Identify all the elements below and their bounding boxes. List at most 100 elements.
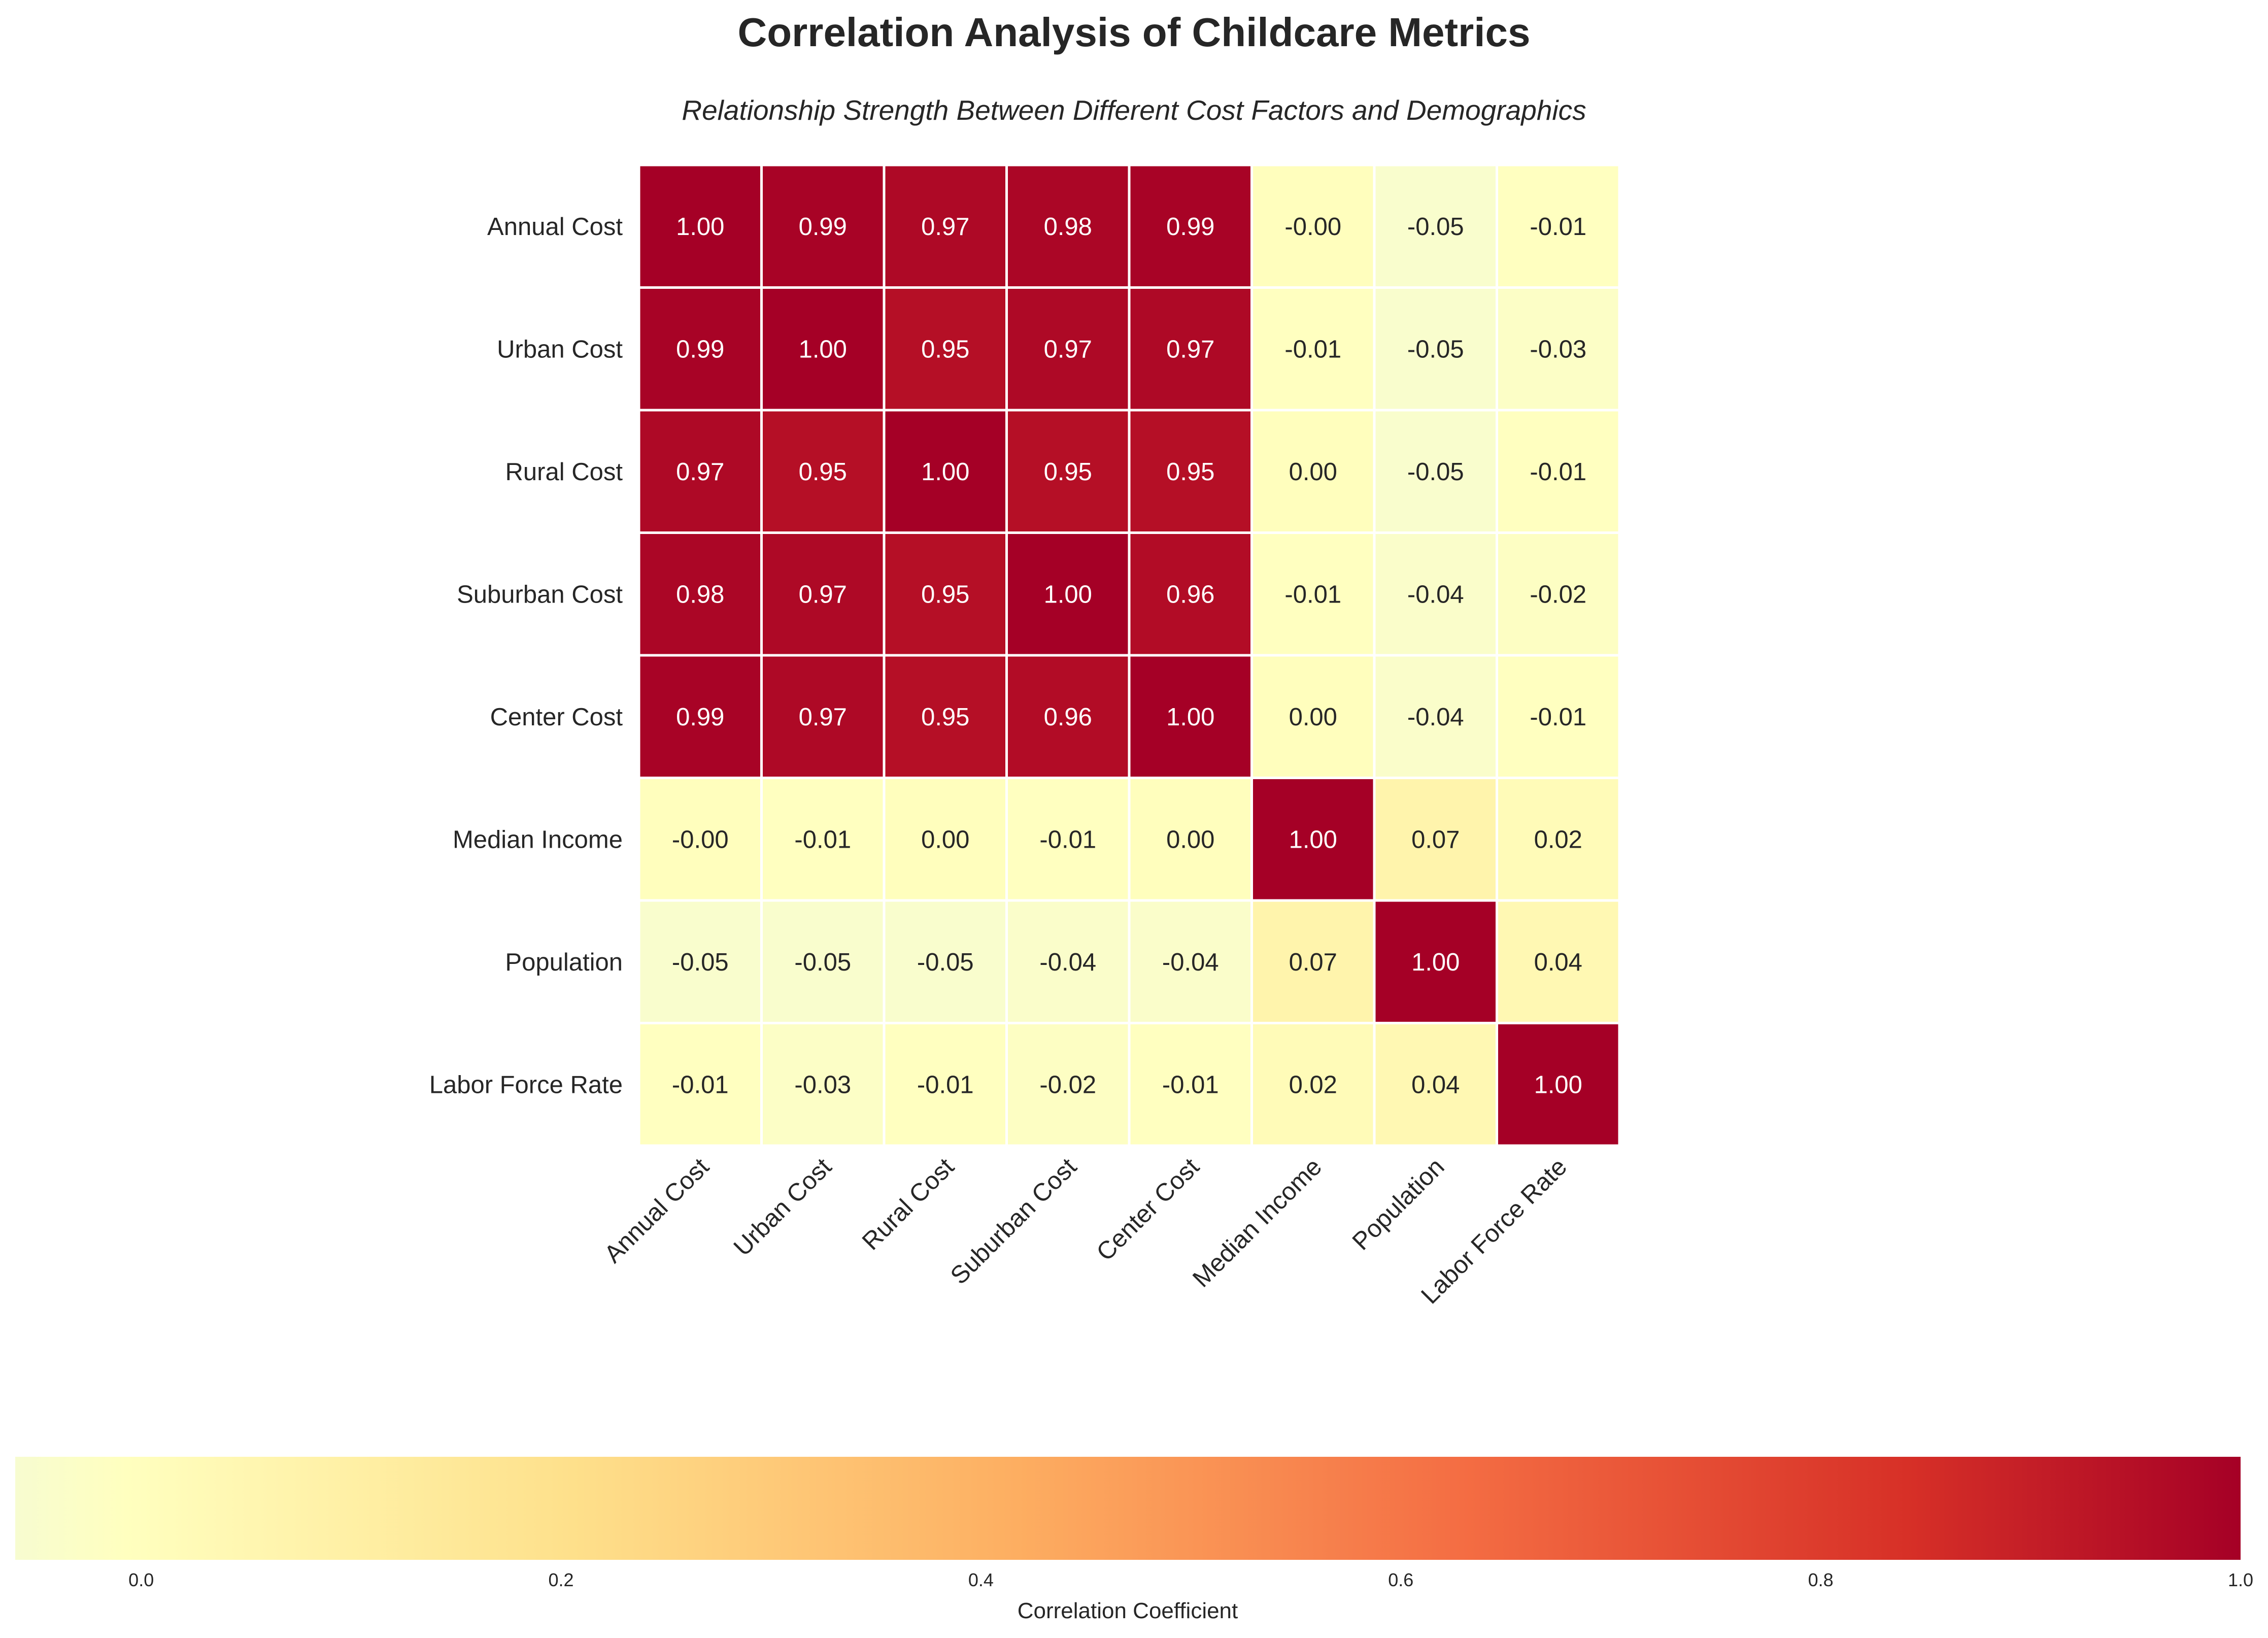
heatmap-cell xyxy=(637,654,763,779)
cell-value-label: 0.02 xyxy=(1289,1071,1337,1098)
column-tick-label: Rural Cost xyxy=(857,1153,960,1255)
colorbar-gradient xyxy=(15,1457,2241,1560)
heatmap-cell xyxy=(1128,409,1253,534)
column-labels: Annual Cost Urban Cost Rural CostSuburban … xyxy=(599,1153,1572,1309)
cell-value-label: -0.01 xyxy=(794,826,851,853)
colorbar-tick-label: 1.0 xyxy=(2228,1569,2253,1590)
cell-value-label: -0.05 xyxy=(672,949,729,976)
cell-value-label: 0.96 xyxy=(1044,704,1092,731)
heatmap-cell xyxy=(760,286,886,412)
cell-value-label: 0.95 xyxy=(921,581,969,608)
heatmap-cell xyxy=(1128,1022,1253,1147)
cell-value-label: 1.00 xyxy=(1411,949,1460,976)
heatmap-cell xyxy=(1005,531,1131,657)
cell-value-label: -0.04 xyxy=(1407,704,1464,731)
cell-value-label: 0.02 xyxy=(1534,826,1582,853)
row-labels: Annual Cost Urban Cost Rural Cost Suburban … xyxy=(429,213,623,1099)
row-tick-label: Population xyxy=(505,949,623,976)
cell-value-label: -0.01 xyxy=(1284,581,1341,608)
row-tick-label: Annual Cost xyxy=(487,213,623,241)
column-tick-label: Median Income xyxy=(1188,1153,1327,1293)
heatmap-cell xyxy=(883,777,1008,902)
cell-value-label: 0.00 xyxy=(921,826,969,853)
heatmap-cell xyxy=(883,531,1008,657)
cell-value-label: 0.99 xyxy=(676,704,724,731)
heatmap-cell xyxy=(1373,777,1498,902)
column-tick-label: Population xyxy=(1347,1153,1450,1256)
cell-value-label: -0.01 xyxy=(672,1071,729,1098)
cell-value-label: 0.99 xyxy=(799,213,847,241)
cell-value-label: 0.97 xyxy=(1166,336,1214,363)
heatmap-cell xyxy=(637,1022,763,1147)
heatmap-cell xyxy=(1128,654,1253,779)
heatmap-cell xyxy=(637,899,763,1024)
column-tick-label: Center Cost xyxy=(1091,1153,1204,1266)
column-tick-label: Urban Cost xyxy=(729,1153,837,1261)
heatmap-cell xyxy=(1250,163,1376,289)
cell-value-label: 0.99 xyxy=(1166,213,1214,241)
heatmap-cell xyxy=(1128,163,1253,289)
heatmap-cell xyxy=(1128,286,1253,412)
cell-value-label: 0.04 xyxy=(1411,1071,1460,1098)
row-tick-label: Median Income xyxy=(453,826,623,853)
heatmap-cell xyxy=(1496,531,1621,657)
cell-value-label: 1.00 xyxy=(921,458,969,486)
heatmap-cell xyxy=(883,286,1008,412)
cell-value-label: -0.00 xyxy=(672,826,729,853)
heatmap-cell xyxy=(1373,899,1498,1024)
cell-value-label: -0.03 xyxy=(794,1071,851,1098)
cell-value-label: -0.02 xyxy=(1530,581,1586,608)
cell-value-label: 1.00 xyxy=(1534,1071,1582,1098)
cell-value-label: 1.00 xyxy=(1044,581,1092,608)
cell-value-label: -0.00 xyxy=(1284,213,1341,241)
heatmap-cell xyxy=(883,654,1008,779)
cell-value-label: -0.01 xyxy=(1530,458,1586,486)
colorbar-tick-label: 0.4 xyxy=(968,1569,994,1590)
heatmap-cell xyxy=(1373,1022,1498,1147)
cell-value-label: 0.97 xyxy=(799,704,847,731)
heatmap-cell xyxy=(1496,777,1621,902)
cell-value-label: 0.95 xyxy=(1166,458,1214,486)
cell-value-label: -0.02 xyxy=(1039,1071,1096,1098)
heatmap-cell xyxy=(760,777,886,902)
heatmap-cell xyxy=(1005,286,1131,412)
heatmap-cell xyxy=(1005,899,1131,1024)
cell-value-label: -0.05 xyxy=(917,949,974,976)
chart-subtitle: Relationship Strength Between Different … xyxy=(682,94,1586,126)
row-tick-label: Suburban Cost xyxy=(457,581,623,608)
heatmap-cell xyxy=(1250,654,1376,779)
heatmap-cell xyxy=(1496,286,1621,412)
cell-value-label: 1.00 xyxy=(1289,826,1337,853)
colorbar: 0.0 0.2 0.4 0.6 0.8 1.0 xyxy=(15,1457,2253,1590)
cell-value-label: 0.96 xyxy=(1166,581,1214,608)
colorbar-tick-label: 0.0 xyxy=(128,1569,154,1590)
heatmap-cell xyxy=(1496,1022,1621,1147)
heatmap-cell xyxy=(637,777,763,902)
heatmap-cell xyxy=(760,409,886,534)
row-tick-label: Labor Force Rate xyxy=(429,1071,623,1098)
cell-value-label: 1.00 xyxy=(676,213,724,241)
heatmap-cell xyxy=(1128,777,1253,902)
cell-value-label: -0.01 xyxy=(1039,826,1096,853)
column-tick-label: Suburban Cost xyxy=(945,1153,1082,1290)
cell-value-label: 0.98 xyxy=(1044,213,1092,241)
row-tick-label: Rural Cost xyxy=(505,458,623,486)
cell-value-label: -0.03 xyxy=(1530,336,1586,363)
heatmap-cell xyxy=(883,899,1008,1024)
cell-value-label: 0.97 xyxy=(1044,336,1092,363)
cell-value-label: 0.95 xyxy=(799,458,847,486)
cell-value-label: -0.01 xyxy=(1162,1071,1219,1098)
heatmap-cells: 1.00 0.99 0.97 0.98 0.99 -0.00 -0.05 -0.01 0.99 1… xyxy=(637,163,1621,1147)
cell-value-label: -0.04 xyxy=(1407,581,1464,608)
heatmap-cell xyxy=(1250,1022,1376,1147)
cell-value-label: 0.07 xyxy=(1411,826,1460,853)
row-tick-label: Center Cost xyxy=(490,704,623,731)
cell-value-label: 0.00 xyxy=(1166,826,1214,853)
cell-value-label: 0.95 xyxy=(921,336,969,363)
cell-value-label: -0.05 xyxy=(1407,213,1464,241)
column-tick-label: Annual Cost xyxy=(599,1153,715,1268)
colorbar-tick-label: 0.6 xyxy=(1388,1569,1413,1590)
heatmap-cell xyxy=(1005,654,1131,779)
cell-value-label: -0.01 xyxy=(1284,336,1341,363)
